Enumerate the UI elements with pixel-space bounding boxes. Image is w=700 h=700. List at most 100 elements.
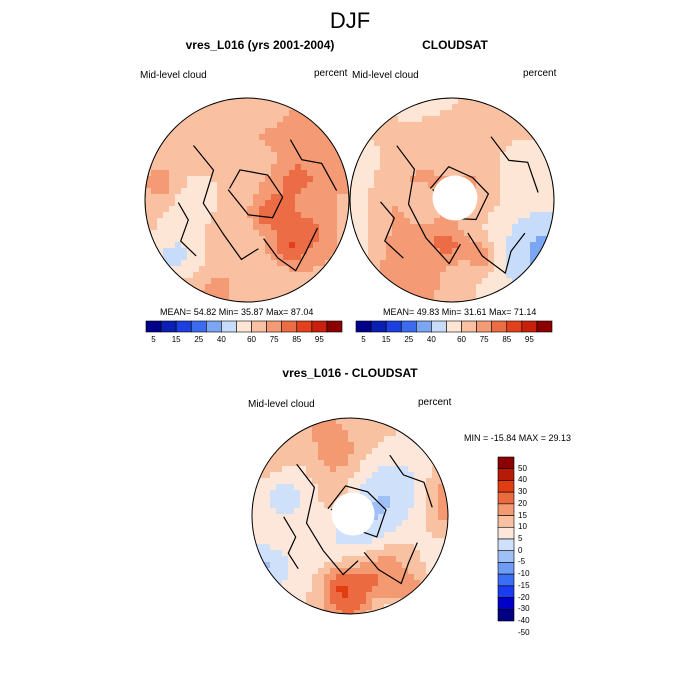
map-cell — [288, 598, 295, 605]
map-cell — [306, 586, 313, 593]
map-cell — [542, 194, 549, 201]
map-cell — [276, 424, 283, 431]
map-cell — [235, 284, 242, 291]
map-cell — [175, 248, 182, 255]
map-cell — [470, 176, 477, 183]
map-cell — [354, 538, 361, 545]
coastline — [296, 463, 359, 576]
map-cell — [432, 436, 439, 443]
map-cell — [253, 248, 260, 255]
map-cell — [470, 134, 477, 141]
map-cell — [283, 98, 290, 105]
map-cell — [354, 454, 361, 461]
map-cell — [356, 170, 363, 177]
map-cell — [356, 194, 363, 201]
map-cell — [163, 164, 170, 171]
map-cell — [402, 490, 409, 497]
colorbar-tick-label: 40 — [426, 335, 436, 344]
map-cell — [422, 218, 429, 225]
map-cell — [422, 212, 429, 219]
map-cell — [253, 194, 260, 201]
map-cell — [390, 454, 397, 461]
map-cell — [536, 224, 543, 231]
map-cell — [217, 224, 224, 231]
map-cell — [446, 224, 453, 231]
map-cell — [402, 574, 409, 581]
map-cell — [277, 122, 284, 129]
map-cell — [295, 194, 302, 201]
map-cell — [542, 98, 549, 105]
map-cell — [157, 170, 164, 177]
map-cell — [151, 272, 158, 279]
map-cell — [289, 218, 296, 225]
map-cell — [223, 254, 230, 261]
map-cell — [331, 146, 338, 153]
map-cell — [464, 230, 471, 237]
map-cell — [258, 502, 265, 509]
map-cell — [384, 424, 391, 431]
map-cell — [518, 206, 525, 213]
map-cell — [416, 272, 423, 279]
map-cell — [318, 580, 325, 587]
map-cell — [271, 170, 278, 177]
map-cell — [294, 484, 301, 491]
map-cell — [307, 230, 314, 237]
map-cell — [392, 272, 399, 279]
map-cell — [301, 152, 308, 159]
map-cell — [217, 110, 224, 117]
map-cell — [277, 218, 284, 225]
map-cell — [145, 260, 152, 267]
map-cell — [163, 242, 170, 249]
map-cell — [276, 508, 283, 515]
map-cell — [368, 206, 375, 213]
panel2-coastlines — [380, 136, 539, 275]
map-cell — [283, 236, 290, 243]
map-cell — [396, 448, 403, 455]
map-cell — [366, 568, 373, 575]
map-cell — [356, 140, 363, 147]
map-cell — [410, 98, 417, 105]
map-cell — [348, 610, 355, 614]
map-cell — [258, 592, 265, 599]
map-cell — [223, 200, 230, 207]
map-cell — [390, 556, 397, 563]
map-cell — [330, 550, 337, 557]
map-cell — [458, 272, 465, 279]
map-cell — [368, 152, 375, 159]
map-cell — [380, 164, 387, 171]
map-cell — [205, 254, 212, 261]
map-cell — [223, 272, 230, 279]
panel2-left-label: Mid-level cloud — [352, 70, 419, 81]
map-cell — [438, 466, 445, 473]
map-cell — [169, 284, 176, 291]
map-cell — [518, 284, 525, 291]
map-cell — [294, 424, 301, 431]
map-cell — [181, 146, 188, 153]
map-cell — [476, 218, 483, 225]
map-cell — [313, 158, 320, 165]
map-cell — [422, 242, 429, 249]
map-cell — [386, 170, 393, 177]
map-cell — [350, 158, 357, 165]
map-cell — [331, 98, 338, 105]
map-cell — [348, 550, 355, 557]
map-cell — [193, 254, 200, 261]
map-cell — [259, 242, 266, 249]
map-cell — [476, 206, 483, 213]
map-cell — [277, 176, 284, 183]
map-cell — [289, 116, 296, 123]
map-cell — [396, 538, 403, 545]
map-cell — [444, 472, 448, 479]
map-cell — [253, 296, 260, 302]
map-cell — [414, 466, 421, 473]
map-cell — [360, 538, 367, 545]
map-cell — [157, 260, 164, 267]
map-cell — [464, 128, 471, 135]
colorbar-tick-label: 40 — [216, 335, 226, 344]
map-cell — [229, 110, 236, 117]
map-cell — [288, 490, 295, 497]
map-cell — [343, 206, 349, 213]
map-cell — [282, 544, 289, 551]
map-cell — [157, 224, 164, 231]
map-cell — [518, 224, 525, 231]
